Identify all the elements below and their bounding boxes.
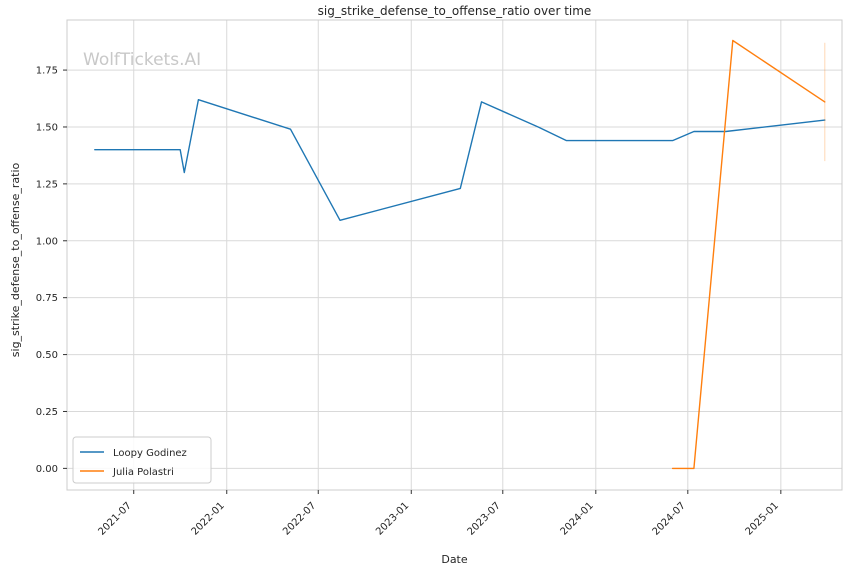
- plot-area: [94, 39, 826, 470]
- y-tick-label: 0.75: [36, 293, 58, 304]
- y-tick-label: 1.75: [36, 66, 58, 77]
- legend-box: [72, 436, 212, 484]
- y-tick-label: 0.25: [36, 407, 58, 418]
- series-line-julia-polastri: [671, 39, 826, 470]
- series-line-loopy-godinez: [94, 98, 826, 222]
- x-axis-label: Date: [441, 553, 468, 566]
- x-tick-label: 2021-07: [97, 500, 134, 537]
- chart-title: sig_strike_defense_to_offense_ratio over…: [318, 4, 592, 18]
- y-tick-label: 1.50: [36, 122, 58, 133]
- y-axis: 0.00 0.25 0.50 0.75 1.00 1.25 1.50 1.75: [36, 66, 67, 475]
- y-tick-label: 0.50: [36, 350, 58, 361]
- plot-frame: [66, 19, 843, 491]
- x-tick-label: 2023-07: [466, 500, 503, 537]
- grid: [67, 20, 842, 490]
- x-tick-label: 2024-01: [559, 500, 596, 537]
- x-tick-label: 2025-01: [744, 500, 781, 537]
- y-tick-label: 1.25: [36, 179, 58, 190]
- x-tick-label: 2022-07: [281, 500, 318, 537]
- y-tick-label: 1.00: [36, 236, 58, 247]
- legend-label-loopy-godinez: Loopy Godinez: [113, 448, 187, 459]
- legend-label-julia-polastri: Julia Polastri: [112, 467, 174, 478]
- x-tick-label: 2023-01: [374, 500, 411, 537]
- x-tick-label: 2022-01: [190, 500, 227, 537]
- y-axis-label: sig_strike_defense_to_offense_ratio: [9, 163, 22, 358]
- y-tick-label: 0.00: [36, 464, 58, 475]
- watermark: WolfTickets.AI: [83, 50, 201, 70]
- legend: Loopy Godinez Julia Polastri: [72, 436, 212, 484]
- x-axis: 2021-07 2022-01 2022-07 2023-01 2023-07 2024-…: [97, 490, 782, 538]
- x-tick-label: 2024-07: [651, 500, 688, 537]
